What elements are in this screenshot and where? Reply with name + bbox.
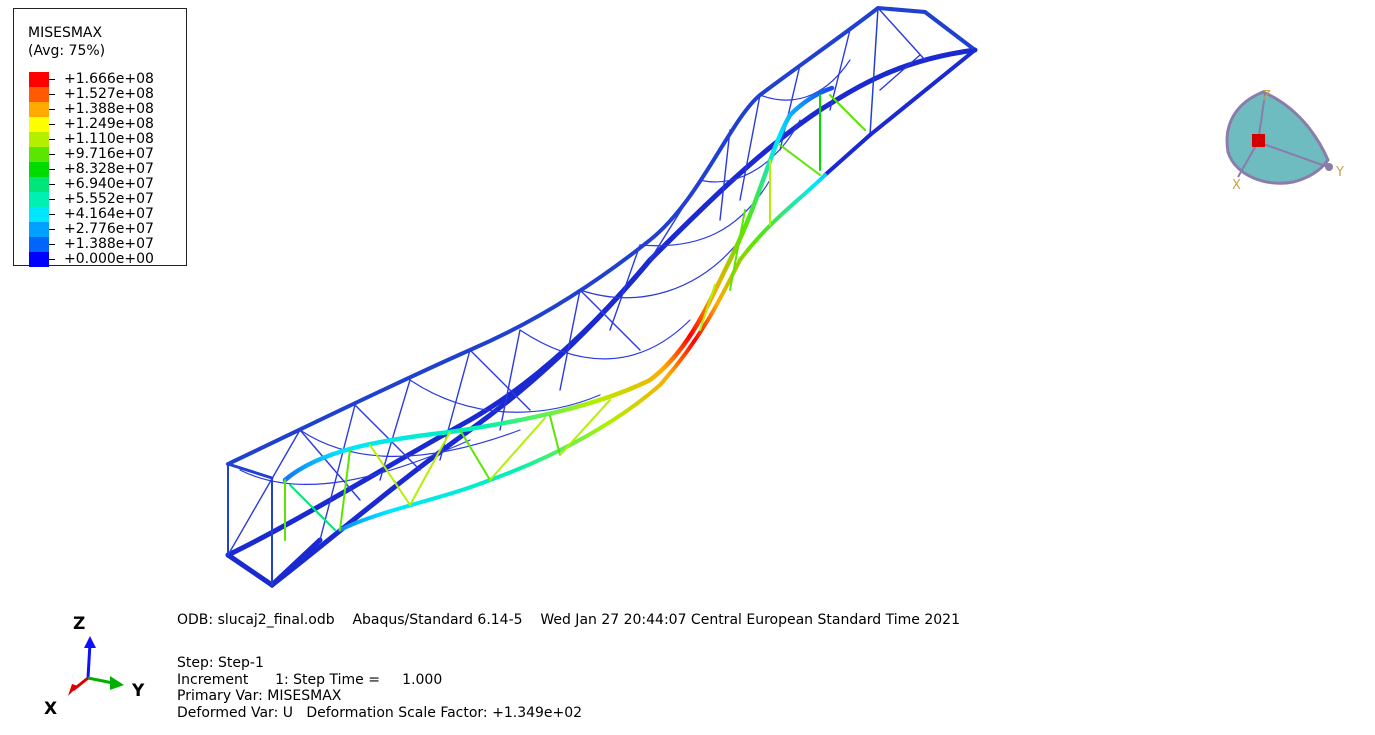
odb-info-line: ODB: slucaj2_final.odb Abaqus/Standard 6… [177,612,960,628]
legend-swatch [29,237,49,252]
legend-swatch [29,147,49,162]
legend-title: MISESMAX [28,25,103,41]
deformed-model-view[interactable] [0,0,1375,600]
legend-value: +2.776e+07 [64,221,154,237]
legend-value: +1.388e+08 [64,101,154,117]
legend-tick [49,259,55,260]
legend-tick [49,169,55,170]
legend-swatch [29,117,49,132]
legend-value: +1.249e+08 [64,116,154,132]
legend-tick [49,94,55,95]
legend-value: +1.388e+07 [64,236,154,252]
legend-value: +8.328e+07 [64,161,154,177]
legend-swatch [29,162,49,177]
deformed-var-line: Deformed Var: U Deformation Scale Factor… [177,705,583,721]
legend-value: +6.940e+07 [64,176,154,192]
view-axis-z-label: Z [1262,89,1271,104]
increment-info-line: Increment 1: Step Time = 1.000 [177,672,443,688]
legend-swatch [29,72,49,87]
legend-tick [49,199,55,200]
view-axis-x-label: X [1232,178,1241,193]
triad-y-label: Y [131,681,145,701]
legend-swatch [29,252,49,267]
legend-swatch [29,102,49,117]
legend-tick [49,244,55,245]
legend-value: +1.666e+08 [64,71,154,87]
legend-swatch [29,192,49,207]
legend-value: +9.716e+07 [64,146,154,162]
legend-tick [49,79,55,80]
legend-swatch [29,87,49,102]
legend-tick [49,184,55,185]
legend-value: +1.527e+08 [64,86,154,102]
legend-tick [49,109,55,110]
legend-swatch [29,177,49,192]
stressed-chord [282,85,866,541]
coordinate-triad: Z Y X [44,614,145,719]
truss-frame [225,5,978,589]
legend-tick [49,229,55,230]
legend-value: +1.110e+08 [64,131,154,147]
view-orientation-cube[interactable]: Z X Y [1218,82,1358,202]
primary-var-line: Primary Var: MISESMAX [177,688,342,704]
legend-value: +5.552e+07 [64,191,154,207]
legend-swatch [29,207,49,222]
step-info-line: Step: Step-1 [177,655,264,671]
legend-tick [49,139,55,140]
view-center-marker[interactable] [1252,134,1265,147]
triad-x-label: X [44,699,57,719]
triad-z-label: Z [73,614,85,634]
legend-tick [49,154,55,155]
legend-value: +0.000e+00 [64,251,154,267]
legend-subtitle: (Avg: 75%) [28,43,106,59]
contour-legend: MISESMAX (Avg: 75%) +1.666e+08 +1.527e+08… [13,8,187,267]
legend-swatch [29,132,49,147]
legend-tick [49,124,55,125]
legend-value: +4.164e+07 [64,206,154,222]
view-axis-y-label: Y [1335,165,1344,180]
legend-tick [49,214,55,215]
legend-swatch [29,222,49,237]
